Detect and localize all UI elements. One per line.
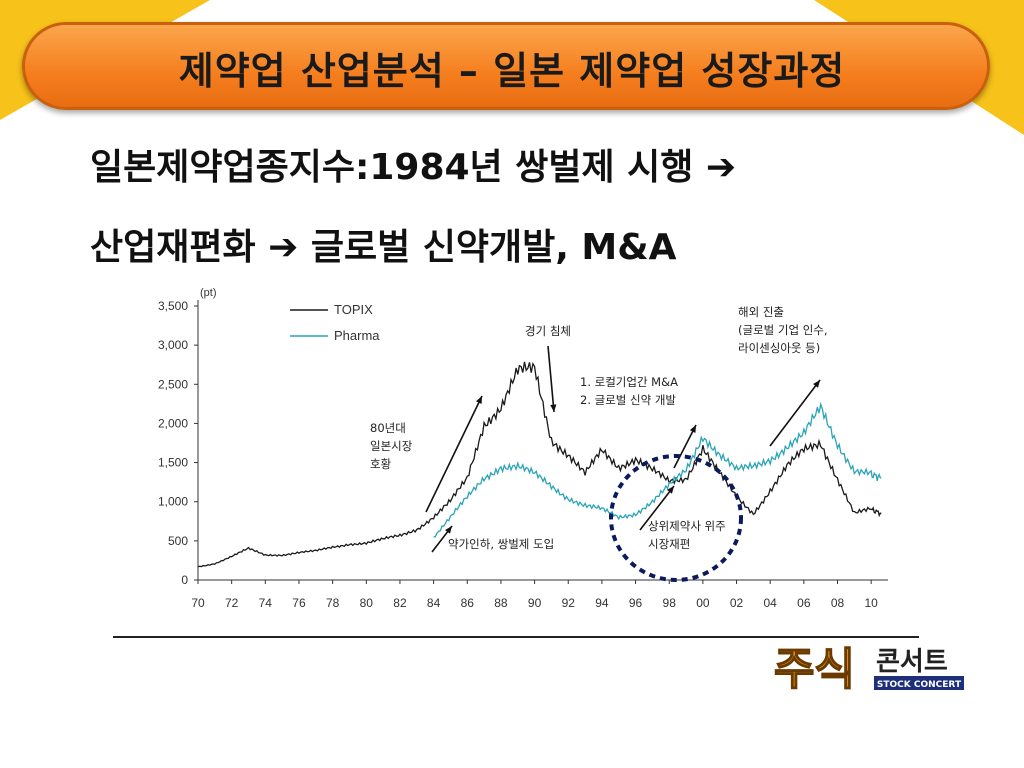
chart-series (197, 361, 882, 568)
y-unit-label: (pt) (200, 287, 217, 299)
subtitle-text-2b: 글로벌 신약개발, M&A (298, 227, 677, 268)
arrow-80s-head (475, 396, 482, 404)
x-tick-label: 90 (528, 596, 542, 610)
y-tick-label: 500 (168, 534, 188, 548)
x-tick-label: 94 (595, 596, 609, 610)
svg-text:주식: 주식 (774, 644, 855, 695)
arrow-yakga-head (445, 526, 452, 534)
arrow-haeoe-head (813, 380, 820, 388)
y-tick-label: 3,500 (158, 299, 188, 313)
arrow-80s (425, 395, 483, 513)
divider-line (113, 636, 919, 638)
stock-concert-logo: 주식 콘서트 STOCK CONCERT (773, 643, 964, 696)
subtitle-line-1: 일본제약업종지수:1984년 쌍벌제 시행 ➔ (90, 138, 736, 190)
y-tick-label: 3,000 (158, 338, 188, 352)
subtitle-text-1: 일본제약업종지수:1984년 쌍벌제 시행 (90, 147, 706, 188)
annotation-text-ma: 1. 로컬기업간 M&A (580, 375, 678, 389)
x-tick-label: 04 (764, 596, 778, 610)
arrow-gyeonggi (547, 345, 555, 413)
x-tick-label: 06 (797, 596, 811, 610)
x-tick-label: 84 (427, 596, 441, 610)
y-tick-label: 2,500 (158, 377, 188, 391)
arrow-icon: ➔ (705, 147, 737, 188)
arrow-ma (673, 424, 697, 469)
arrow-sangwi-head (667, 486, 674, 494)
annotation-text-a80s: 80년대 (370, 421, 406, 435)
x-tick-label: 80 (360, 596, 374, 610)
x-tick-label: 86 (461, 596, 475, 610)
annotation-text-gyeonggi: 경기 침체 (525, 324, 571, 338)
arrow-gyeonggi-head (550, 404, 557, 412)
x-tick-label: 92 (562, 596, 576, 610)
x-tick-label: 74 (259, 596, 273, 610)
annotation-text-haeoe: 해외 진출 (738, 305, 784, 319)
legend-label: TOPIX (334, 302, 373, 317)
arrow-icon: ➔ (268, 227, 299, 268)
x-tick-label: 02 (730, 596, 744, 610)
x-tick-label: 08 (831, 596, 845, 610)
arrow-ma-head (689, 425, 696, 433)
x-tick-label: 10 (864, 596, 878, 610)
series-line-topix (197, 361, 882, 568)
legend-label: Pharma (334, 328, 380, 343)
y-tick-label: 2,000 (158, 416, 188, 430)
annotation-text-ma: 2. 글로벌 신약 개발 (580, 393, 676, 407)
x-tick-label: 98 (663, 596, 677, 610)
svg-text:STOCK CONCERT: STOCK CONCERT (877, 680, 962, 690)
series-line-pharma (433, 401, 882, 538)
index-line-chart: 0 500 1,000 1,500 2,000 2,500 3,000 3,500 (pt) 70… (158, 287, 888, 610)
subtitle-line-2: 산업재편화 ➔ 글로벌 신약개발, M&A (90, 218, 677, 270)
title-banner (22, 22, 990, 110)
subtitle-text-2a: 산업재편화 (90, 227, 269, 268)
x-tick-label: 72 (225, 596, 239, 610)
chart-axes: 0 500 1,000 1,500 2,000 2,500 3,000 3,500 (pt) 70… (158, 287, 888, 610)
x-tick-label: 82 (393, 596, 407, 610)
arrow-sangwi (639, 485, 675, 531)
y-tick-label: 1,500 (158, 456, 188, 470)
highlight-ellipse (609, 454, 743, 582)
svg-text:콘서트: 콘서트 (876, 647, 948, 677)
page-title: 제약업 산업분석 – 일본 제약업 성장과정 (178, 49, 846, 93)
x-tick-label: 00 (696, 596, 710, 610)
x-tick-label: 88 (494, 596, 508, 610)
chart-legend: TOPIX Pharma (290, 302, 380, 343)
x-tick-label: 76 (292, 596, 306, 610)
annotation-text-sangwi: 시장재편 (648, 537, 690, 551)
x-tick-label: 96 (629, 596, 643, 610)
annotation-text-haeoe: 라이센싱아웃 등) (738, 341, 820, 355)
annotation-text-a80s: 호황 (370, 457, 392, 471)
x-tick-label: 70 (191, 596, 205, 610)
y-tick-label: 0 (181, 573, 188, 587)
annotation-text-a80s: 일본시장 (370, 439, 413, 453)
y-tick-label: 1,000 (158, 495, 188, 509)
annotation-text-sangwi: 상위제약사 위주 (648, 519, 726, 533)
arrow-haeoe (769, 379, 821, 447)
x-tick-label: 78 (326, 596, 340, 610)
annotation-text-haeoe: (글로벌 기업 인수, (738, 323, 828, 337)
annotation-text-yakga: 약가인하, 쌍벌제 도입 (448, 537, 554, 551)
